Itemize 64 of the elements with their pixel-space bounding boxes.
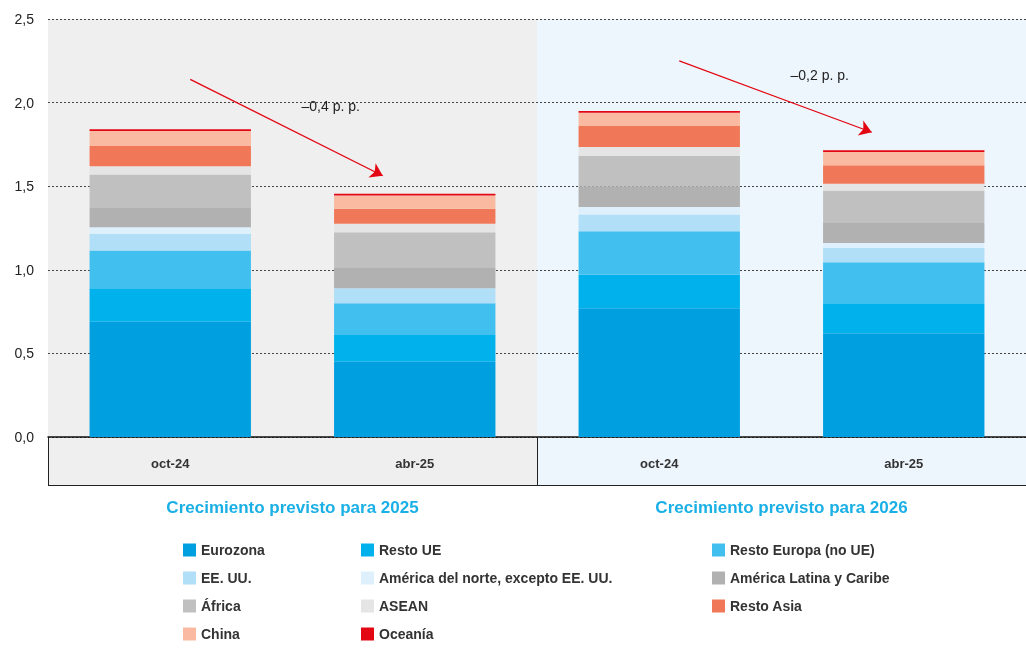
x-tick-label: abr-25 bbox=[884, 456, 924, 471]
bar bbox=[578, 308, 740, 437]
bar bbox=[334, 208, 496, 224]
legend-label: América Latina y Caribe bbox=[730, 570, 890, 586]
bar bbox=[89, 288, 251, 322]
y-tick-label: 2,5 bbox=[14, 11, 35, 27]
bar bbox=[334, 361, 496, 437]
bar bbox=[823, 190, 985, 223]
bar bbox=[89, 321, 251, 437]
annotation: –0,2 p. p. bbox=[790, 66, 849, 83]
bar bbox=[578, 186, 740, 208]
y-tick-label: 0,5 bbox=[14, 345, 35, 362]
annotation: –0,4 p. p. bbox=[301, 97, 360, 114]
y-tick-label: 2,0 bbox=[14, 94, 35, 111]
bar bbox=[89, 227, 251, 234]
bar bbox=[578, 126, 740, 147]
bar bbox=[823, 248, 985, 263]
bar bbox=[823, 243, 985, 249]
legend-label: Resto Europa (no UE) bbox=[730, 542, 875, 558]
x-tick-label: oct-24 bbox=[640, 456, 680, 471]
bar bbox=[334, 335, 496, 362]
legend-label: Resto UE bbox=[379, 542, 442, 558]
bar bbox=[334, 267, 496, 289]
bar bbox=[89, 250, 251, 289]
legend-label: EE. UU. bbox=[201, 570, 252, 586]
bar bbox=[823, 183, 985, 191]
bar bbox=[334, 195, 496, 209]
text: Crecimiento previsto para 2025 bbox=[166, 497, 419, 517]
bar bbox=[334, 223, 496, 233]
bar bbox=[89, 166, 251, 175]
bar bbox=[823, 333, 985, 437]
bar bbox=[823, 222, 985, 244]
bar bbox=[334, 303, 496, 336]
bar bbox=[334, 288, 496, 304]
legend-label: ASEAN bbox=[379, 598, 429, 614]
legend-label: Oceanía bbox=[379, 626, 434, 642]
bar bbox=[578, 274, 740, 309]
bar bbox=[89, 146, 251, 167]
legend-label: Resto Asia bbox=[730, 598, 803, 614]
bar bbox=[823, 303, 985, 334]
legend-label: Eurozona bbox=[201, 542, 265, 558]
bar bbox=[578, 207, 740, 215]
legend-label: África bbox=[201, 598, 241, 614]
bar bbox=[578, 214, 740, 232]
bar bbox=[89, 233, 251, 251]
y-tick-label: 0,0 bbox=[14, 429, 35, 445]
bar bbox=[823, 151, 985, 166]
bar bbox=[89, 207, 251, 228]
x-tick-label: oct-24 bbox=[151, 456, 191, 471]
bar bbox=[578, 156, 740, 187]
y-tick-label: 1,0 bbox=[14, 261, 35, 278]
bar bbox=[89, 174, 251, 208]
x-tick-label: abr-25 bbox=[395, 456, 435, 471]
bar bbox=[823, 165, 985, 184]
bar bbox=[578, 146, 740, 157]
legend-label: China bbox=[201, 626, 241, 642]
bar bbox=[89, 131, 251, 147]
legend-label: América del norte, excepto EE. UU. bbox=[379, 570, 613, 586]
bar bbox=[334, 232, 496, 268]
bar bbox=[823, 262, 985, 304]
text: Crecimiento previsto para 2026 bbox=[655, 497, 908, 517]
bar bbox=[578, 231, 740, 275]
bar bbox=[578, 112, 740, 127]
y-tick-label: 1,5 bbox=[14, 178, 35, 195]
